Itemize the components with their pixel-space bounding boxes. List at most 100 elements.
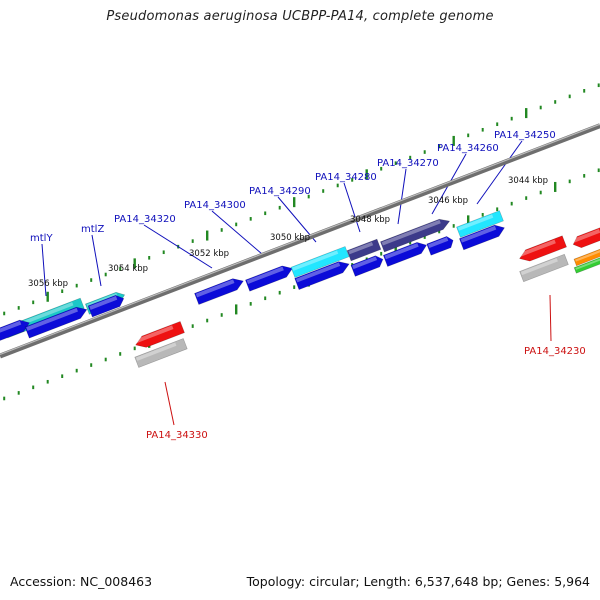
gene-PA14_34270: [380, 218, 451, 253]
ruler-dot: [162, 250, 165, 255]
gene-arrow-body: [134, 338, 188, 368]
gene-arrow-sheen: [246, 266, 284, 284]
gene-reverse-edge: [572, 225, 600, 249]
gene-forward-block: [87, 294, 125, 318]
ruler-dot: [90, 278, 93, 282]
label-leader-lines: [41, 140, 552, 426]
ruler-dot: [75, 368, 78, 373]
gene-arrow-sheen: [575, 249, 600, 262]
gene-arrow-body: [350, 255, 384, 277]
ruler-dot: [380, 166, 383, 171]
ruler-dot: [293, 285, 296, 289]
gene-arrow-body: [572, 225, 600, 249]
gene-PA14_34280: [346, 238, 382, 262]
ruler-dot: [278, 290, 281, 295]
gene-arrow-body: [135, 321, 185, 348]
gene-PA14_34230-shadow: [519, 253, 569, 283]
ruler-dot: [409, 240, 412, 245]
ruler-dot: [61, 289, 64, 294]
ruler-dot: [191, 239, 194, 243]
gene-arrow-body: [346, 238, 382, 262]
gene-arrow-body: [87, 294, 125, 318]
gene-PA14_34290: [294, 261, 350, 291]
gene-label-pa14_34280: PA14_34280: [315, 172, 377, 183]
backbone-line: [0, 123, 600, 359]
ruler-dot: [264, 211, 267, 216]
gene-arrow-body: [24, 306, 88, 339]
gene-label-pa14_34290: PA14_34290: [249, 186, 311, 197]
ruler-dot: [583, 89, 586, 93]
gene-PA14_34260: [426, 236, 454, 256]
ruler-dot: [336, 183, 339, 188]
ruler-dot: [394, 161, 397, 165]
ruler-dot: [568, 179, 571, 184]
ruler-major-tick: [46, 291, 49, 302]
gene-arrow-sheen: [195, 279, 235, 298]
gene-reverse-edge-orange: [573, 245, 600, 267]
ruler-dot: [32, 300, 35, 305]
ruler-dot: [438, 229, 441, 234]
gene-arrow-sheen: [520, 258, 558, 276]
ruler-dot: [467, 133, 470, 138]
ruler-major-tick: [365, 169, 368, 180]
gene-arrow-body: [573, 245, 600, 267]
ruler-dot: [249, 302, 252, 306]
ruler-dot: [423, 235, 426, 239]
ruler-dot: [409, 155, 412, 160]
gene-PA14_34330: [134, 321, 185, 348]
gene-forward-block: [24, 306, 88, 339]
gene-arrow-sheen: [348, 241, 374, 255]
gene-labels: PA14_34250 PA14_34260 PA14_34270PA14_34280…: [30, 130, 586, 441]
gene-PA14_34290-outer: [290, 246, 350, 278]
gene-arrow-sheen: [134, 325, 174, 344]
ruler-dot: [148, 256, 151, 260]
gene-label-pa14_34320: PA14_34320: [114, 214, 176, 225]
ruler-dot: [597, 83, 600, 88]
ruler-dot: [3, 311, 6, 316]
gene-arrow-body: [458, 224, 505, 251]
gene-arrow-sheen: [427, 237, 449, 249]
gene-PA14_34320: [194, 278, 244, 305]
ruler-dot: [307, 194, 310, 199]
leader-line-pa14_34330: [164, 381, 175, 426]
ruler-dot: [539, 190, 542, 195]
ruler-label: 3044 kbp: [508, 176, 548, 186]
leader-line-pa14_34230: [549, 294, 552, 342]
ruler-dot: [539, 105, 542, 110]
gene-arrow-sheen: [135, 342, 177, 361]
gene-arrow-sheen: [295, 262, 341, 283]
ruler-dot: [322, 189, 325, 193]
ruler-dot: [17, 391, 20, 395]
ruler-dot: [46, 379, 49, 384]
ruler-dot: [510, 201, 513, 206]
ruler-dot: [206, 318, 209, 323]
gene-reverse-edge-green: [573, 254, 600, 274]
gene-arrow-body: [426, 236, 454, 256]
ruler-dot: [119, 352, 122, 356]
gene-arrow-sheen: [575, 257, 600, 270]
ruler-dot: [249, 217, 252, 221]
gene-label-mtlz: mtlZ: [81, 224, 104, 235]
ruler-major-tick: [554, 181, 557, 192]
gene-label-pa14_34230: PA14_34230: [524, 346, 586, 357]
gene-PA14_34230: [518, 235, 567, 262]
gene-label-mtly: mtlY: [30, 233, 53, 244]
leader-line-pa14_34250: [476, 140, 523, 205]
ruler-dot: [104, 272, 107, 277]
ruler-dot: [264, 296, 267, 301]
gene-arrow-sheen: [384, 243, 419, 260]
ruler-dot: [191, 324, 194, 328]
gene-arrow-body: [194, 278, 244, 305]
ruler-major-tick: [394, 243, 397, 254]
ruler-label: 3048 kbp: [350, 215, 390, 225]
ruler-dot: [133, 346, 136, 351]
ruler-dot: [235, 222, 238, 227]
gene-label-pa14_34330: PA14_34330: [146, 430, 208, 441]
gene-arrow-body: [519, 253, 569, 283]
gene-arrow-sheen: [518, 239, 556, 257]
gene-arrow-sheen: [460, 225, 497, 243]
ruler-major-tick: [206, 230, 209, 241]
ruler-label: 3050 kbp: [270, 233, 310, 243]
gene-arrow-sheen: [89, 296, 118, 310]
